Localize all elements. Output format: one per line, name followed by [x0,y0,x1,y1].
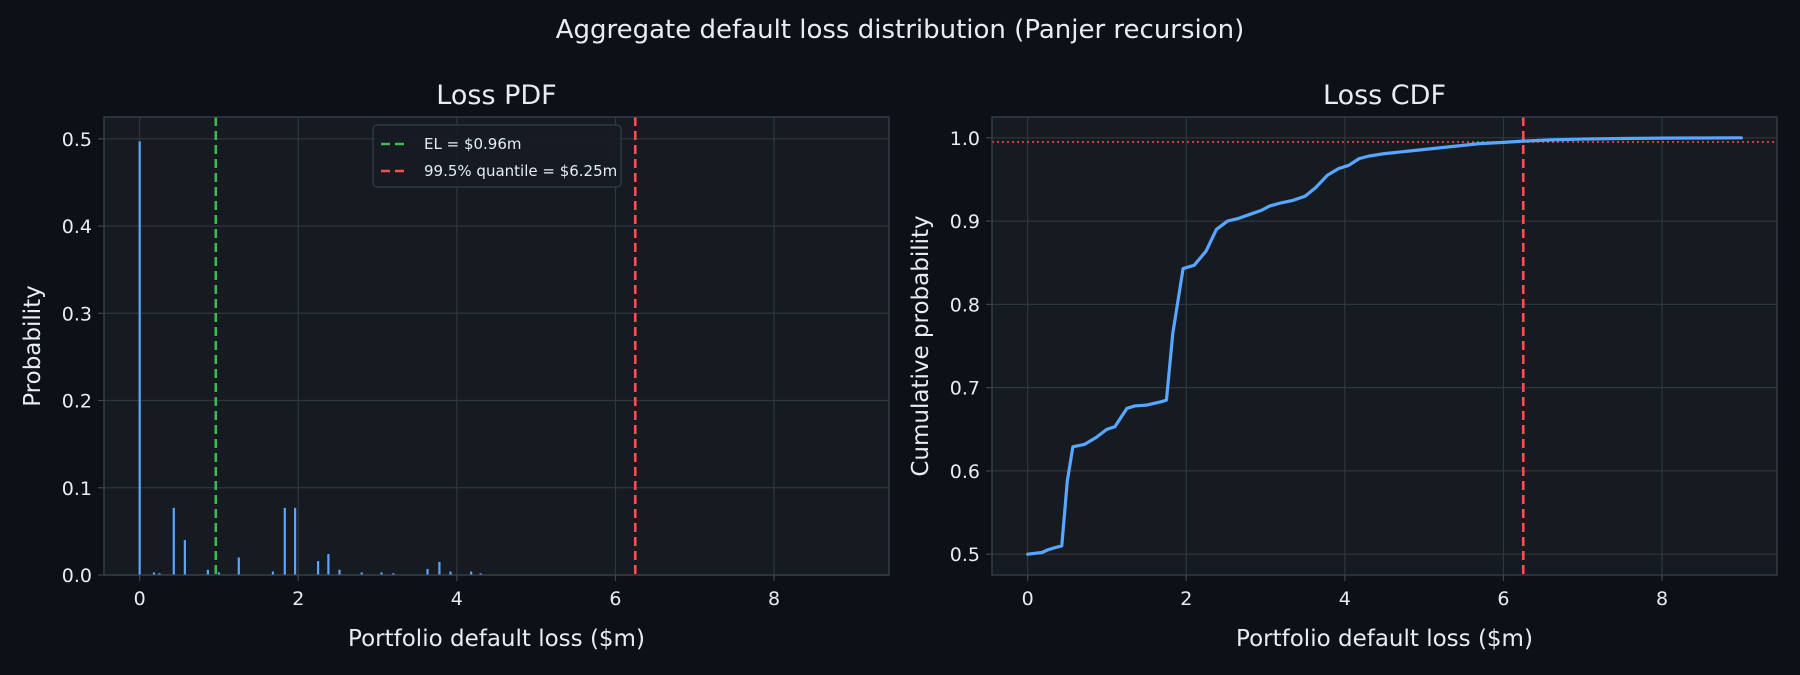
cdf-x-tick-label-4: 8 [1656,588,1668,610]
pdf-reference-lines [214,117,637,575]
cdf-x-tick-label-2: 4 [1339,588,1351,610]
pdf-y-tick-label-2: 0.2 [62,391,92,413]
cdf-ticks: 0 2 4 6 8 0.5 0.6 0.7 0.8 0.9 1.0 [950,128,1668,610]
pdf-bar-17 [426,568,429,575]
pdf-bar-20 [470,571,473,575]
pdf-panel: 0 2 4 6 8 0.0 0.1 0.2 0.3 0.4 0.5 Loss PDF Portfol… [20,80,890,652]
pdf-bar-0 [138,141,141,575]
cdf-x-tick-label-3: 6 [1497,588,1509,610]
cdf-x-tick-label-0: 0 [1022,588,1034,610]
pdf-x-tick-label-4: 8 [768,588,780,610]
pdf-bar-18 [438,561,441,575]
pdf-bar-16 [392,573,395,575]
cdf-series [1026,136,1743,556]
pdf-x-tick-label-2: 4 [451,588,463,610]
pdf-y-tick-label-4: 0.4 [62,216,92,238]
pdf-bar-15 [380,572,383,575]
pdf-bar-1 [152,572,156,575]
pdf-bar-21 [479,573,482,575]
pdf-bar-8 [271,571,274,575]
pdf-bar-9 [283,507,286,575]
pdf-y-tick-label-3: 0.3 [62,303,92,325]
cdf-x-axis-label: Portfolio default loss ($m) [1236,626,1533,652]
cdf-y-tick-label-2: 0.7 [950,378,980,400]
pdf-bars [138,141,482,575]
pdf-title: Loss PDF [436,80,556,111]
cdf-axes-background [992,117,1777,575]
pdf-y-tick-label-1: 0.1 [62,478,92,500]
pdf-bar-4 [183,540,186,575]
pdf-y-tick-label-5: 0.5 [62,129,92,151]
pdf-ticks: 0 2 4 6 8 0.0 0.1 0.2 0.3 0.4 0.5 [62,129,780,610]
pdf-bar-13 [338,569,341,575]
pdf-bar-11 [316,561,320,575]
pdf-x-axis-label: Portfolio default loss ($m) [348,626,645,652]
cdf-title: Loss CDF [1323,80,1446,111]
pdf-legend: EL = $0.96m 99.5% quantile = $6.25m [372,124,622,188]
pdf-bar-6 [217,572,221,575]
pdf-bar-10 [293,507,297,575]
pdf-legend-label-1: 99.5% quantile = $6.25m [424,162,617,180]
cdf-reference-lines [992,117,1777,575]
pdf-bar-19 [449,571,452,575]
pdf-x-tick-label-1: 2 [292,588,304,610]
cdf-y-tick-label-5: 1.0 [950,128,980,150]
pdf-x-tick-label-3: 6 [609,588,621,610]
pdf-bar-2 [158,573,161,575]
pdf-y-tick-label-0: 0.0 [62,565,92,587]
pdf-bar-7 [237,557,240,575]
pdf-bar-14 [360,572,363,575]
cdf-x-tick-label-1: 2 [1180,588,1192,610]
pdf-axes-background [104,117,889,575]
pdf-axes-frame [103,116,890,576]
pdf-bar-5 [206,569,209,575]
cdf-y-axis-label: Cumulative probability [908,215,934,476]
cdf-y-tick-label-3: 0.8 [950,294,980,316]
pdf-legend-label-0: EL = $0.96m [424,135,522,153]
pdf-bar-12 [327,554,330,575]
pdf-legend-box [372,124,622,188]
cdf-y-tick-label-4: 0.9 [950,211,980,233]
cdf-panel: 0 2 4 6 8 0.5 0.6 0.7 0.8 0.9 1.0 Loss CDF Portfol… [908,80,1778,652]
cdf-axes-frame [991,116,1778,576]
cdf-y-tick-label-1: 0.6 [950,461,980,483]
pdf-x-tick-label-0: 0 [134,588,146,610]
figure-title: Aggregate default loss distribution (Pan… [556,15,1245,45]
cdf-y-tick-label-0: 0.5 [950,544,980,566]
pdf-y-axis-label: Probability [20,285,46,407]
pdf-bar-3 [172,507,175,575]
cdf-cdf-line [1026,136,1743,556]
